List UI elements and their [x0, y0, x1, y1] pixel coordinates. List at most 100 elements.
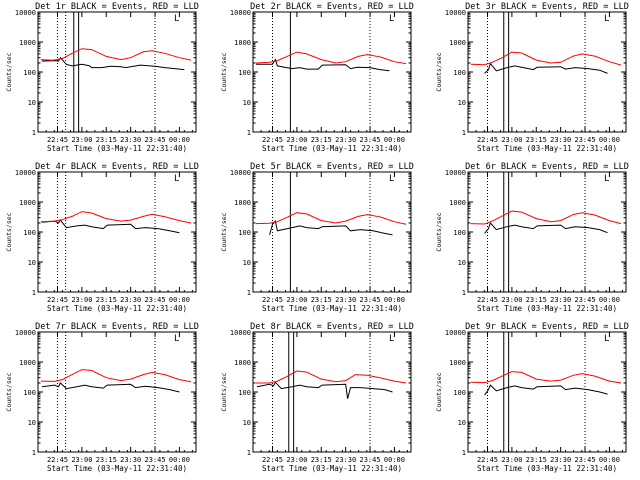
- x-tick-label: 23:15: [526, 296, 547, 304]
- y-tick-label: 1000: [234, 199, 251, 207]
- series-line-lld: [40, 211, 192, 224]
- chart-panel-9: Det 9r BLACK = Events, RED = LLD 1 10 100 10…: [435, 322, 629, 473]
- y-tick-label: 10000: [15, 9, 36, 17]
- y-tick-label: 10: [28, 99, 36, 107]
- x-tick-label: 23:00: [501, 456, 522, 464]
- y-tick-label: 10: [458, 259, 466, 267]
- y-axis-title: Counts/sec: [435, 212, 443, 251]
- chart-title: Det 3r BLACK = Events, RED = LLD: [465, 2, 629, 12]
- series-line-lld: [470, 51, 622, 66]
- y-tick-label: 10: [243, 259, 251, 267]
- chart-title: Det 8r BLACK = Events, RED = LLD: [250, 322, 414, 332]
- x-axis-title: Start Time (03-May-11 22:31:40): [262, 464, 402, 473]
- y-tick-label: 10000: [230, 9, 251, 17]
- x-tick-label: 23:15: [311, 296, 332, 304]
- series-line-events: [484, 62, 608, 74]
- x-tick-label: 23:45: [359, 296, 380, 304]
- corner-mark: L: [389, 14, 394, 24]
- x-tick-label: 23:15: [96, 136, 117, 144]
- series-line-events: [484, 384, 608, 396]
- series-line-lld: [40, 48, 192, 61]
- y-tick-label: 100: [23, 229, 36, 237]
- x-tick-label: 23:15: [311, 456, 332, 464]
- corner-mark: L: [174, 14, 179, 24]
- chart-panel-8: Det 8r BLACK = Events, RED = LLD 1 10 100 10…: [220, 322, 414, 473]
- series-line-events: [255, 58, 390, 72]
- y-tick-label: 1000: [449, 199, 466, 207]
- chart-panel-6: Det 6r BLACK = Events, RED = LLD 1 10 100 10…: [435, 162, 629, 313]
- x-tick-label: 23:45: [359, 456, 380, 464]
- x-tick-label: 23:15: [96, 296, 117, 304]
- y-tick-label: 1000: [19, 199, 36, 207]
- chart-title: Det 4r BLACK = Events, RED = LLD: [35, 162, 199, 172]
- plot-frame: [37, 171, 197, 293]
- series-line-lld: [255, 51, 407, 65]
- y-tick-label: 10: [458, 99, 466, 107]
- x-tick-label: 22:45: [47, 296, 68, 304]
- corner-mark: L: [174, 334, 179, 344]
- x-tick-label: 22:45: [477, 136, 498, 144]
- y-tick-label: 10: [28, 259, 36, 267]
- y-tick-label: 10000: [15, 329, 36, 337]
- x-tick-label: 23:30: [550, 456, 571, 464]
- x-tick-label: 23:15: [311, 136, 332, 144]
- plot-frame: [252, 171, 412, 293]
- x-tick-label: 00:00: [384, 136, 405, 144]
- chart-title: Det 9r BLACK = Events, RED = LLD: [465, 322, 629, 332]
- plot-frame: [252, 11, 412, 133]
- x-tick-label: 23:45: [144, 456, 165, 464]
- y-tick-label: 10000: [15, 169, 36, 177]
- chart-title: Det 1r BLACK = Events, RED = LLD: [35, 2, 199, 12]
- plot-frame: [37, 11, 197, 133]
- x-tick-label: 23:30: [335, 136, 356, 144]
- x-tick-label: 23:30: [335, 456, 356, 464]
- x-axis-title: Start Time (03-May-11 22:31:40): [477, 464, 617, 473]
- y-tick-label: 10: [243, 419, 251, 427]
- series-line-lld: [40, 369, 192, 383]
- x-tick-label: 23:00: [501, 136, 522, 144]
- y-tick-label: 100: [23, 389, 36, 397]
- y-tick-label: 100: [23, 69, 36, 77]
- x-tick-label: 22:45: [47, 456, 68, 464]
- x-tick-label: 23:45: [144, 136, 165, 144]
- y-axis-title: Counts/sec: [5, 212, 13, 251]
- y-axis-title: Counts/sec: [435, 52, 443, 91]
- x-tick-label: 22:45: [262, 296, 283, 304]
- y-axis-title: Counts/sec: [5, 52, 13, 91]
- x-tick-label: 00:00: [169, 456, 190, 464]
- corner-mark: L: [604, 174, 609, 184]
- y-tick-label: 10000: [445, 169, 466, 177]
- x-tick-label: 23:00: [286, 136, 307, 144]
- chart-panel-3: Det 3r BLACK = Events, RED = LLD 1 10 100 10…: [435, 2, 629, 153]
- chart-title: Det 7r BLACK = Events, RED = LLD: [35, 322, 199, 332]
- y-tick-label: 10000: [230, 169, 251, 177]
- y-tick-label: 1: [247, 449, 251, 457]
- x-tick-label: 23:00: [71, 136, 92, 144]
- series-line-events: [484, 222, 608, 234]
- y-tick-label: 100: [453, 69, 466, 77]
- x-tick-label: 23:15: [96, 456, 117, 464]
- chart-panel-7: Det 7r BLACK = Events, RED = LLD 1 10 100 10…: [5, 322, 199, 473]
- x-axis-title: Start Time (03-May-11 22:31:40): [47, 144, 187, 153]
- y-tick-label: 100: [238, 69, 251, 77]
- x-tick-label: 23:30: [120, 136, 141, 144]
- x-tick-label: 23:00: [71, 296, 92, 304]
- y-tick-label: 100: [453, 229, 466, 237]
- y-tick-label: 10: [28, 419, 36, 427]
- plot-frame: [37, 331, 197, 453]
- y-tick-label: 1000: [234, 39, 251, 47]
- series-line-events: [41, 219, 180, 234]
- y-tick-label: 1: [462, 289, 466, 297]
- y-tick-label: 100: [238, 389, 251, 397]
- y-tick-label: 10000: [445, 329, 466, 337]
- y-tick-label: 1: [462, 449, 466, 457]
- x-tick-label: 23:00: [286, 456, 307, 464]
- y-axis-title: Counts/sec: [220, 372, 228, 411]
- corner-mark: L: [604, 334, 609, 344]
- x-tick-label: 23:30: [120, 456, 141, 464]
- y-axis-title: Counts/sec: [220, 212, 228, 251]
- chart-panel-4: Det 4r BLACK = Events, RED = LLD 1 10 100 10…: [5, 162, 199, 313]
- x-tick-label: 23:30: [550, 296, 571, 304]
- x-axis-title: Start Time (03-May-11 22:31:40): [477, 144, 617, 153]
- y-tick-label: 1: [247, 289, 251, 297]
